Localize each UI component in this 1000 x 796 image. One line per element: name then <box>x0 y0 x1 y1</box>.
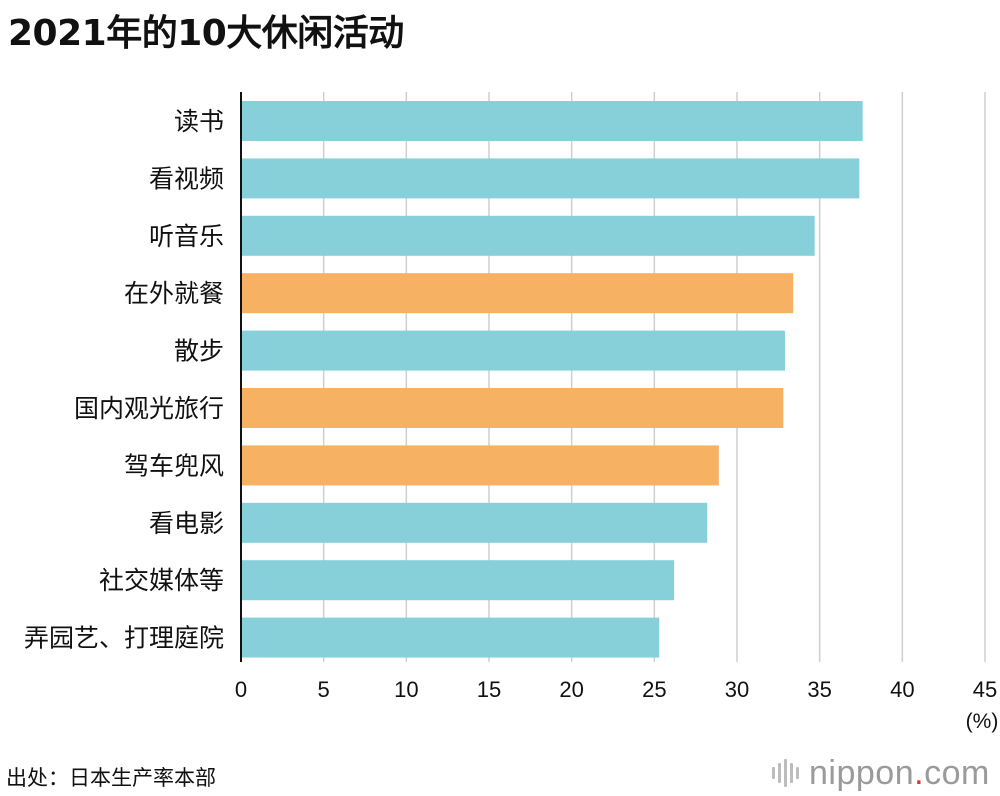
bar <box>242 502 708 543</box>
bar <box>242 273 794 314</box>
x-tick-label: 10 <box>394 677 418 702</box>
x-tick-label: 5 <box>318 677 330 702</box>
logo-name: nippon <box>809 753 915 792</box>
category-label: 看视频 <box>149 164 224 193</box>
category-label: 听音乐 <box>149 222 224 251</box>
bar <box>242 388 784 428</box>
category-label: 在外就餐 <box>124 279 224 308</box>
bar <box>242 158 860 199</box>
bars <box>242 101 863 658</box>
category-label: 国内观光旅行 <box>74 394 224 423</box>
x-tick-label: 25 <box>642 677 666 702</box>
bar <box>242 330 785 371</box>
x-tick-label: 20 <box>559 677 583 702</box>
bar <box>242 101 863 141</box>
x-tick-label: 30 <box>725 677 749 702</box>
chart-title: 2021年的10大休闲活动 <box>8 13 404 54</box>
x-tick-label: 0 <box>235 677 247 702</box>
source-note: 出处：日本生产率本部 <box>6 766 216 790</box>
x-unit-label: (%) <box>966 710 999 733</box>
x-tick-labels: 0 5 10 15 20 25 30 35 40 45 <box>235 677 997 702</box>
logo-bars-icon <box>772 759 799 787</box>
nippon-logo[interactable]: nippon.com <box>772 754 990 793</box>
category-label: 驾车兜风 <box>124 451 224 480</box>
logo-suffix: com <box>924 753 990 792</box>
x-tick-label: 35 <box>807 677 831 702</box>
x-tick-label: 40 <box>890 677 914 702</box>
category-label: 社交媒体等 <box>99 566 224 595</box>
bar <box>242 617 660 658</box>
category-label: 读书 <box>174 107 224 136</box>
logo-text: nippon.com <box>809 754 990 793</box>
x-tick-label: 15 <box>477 677 501 702</box>
logo-dot: . <box>914 753 925 792</box>
category-label: 弄园艺、打理庭院 <box>24 624 224 653</box>
category-label: 看电影 <box>149 509 224 538</box>
bar <box>242 560 675 601</box>
x-tick-label: 45 <box>973 677 997 702</box>
bar <box>242 445 719 486</box>
category-label: 散步 <box>174 337 224 366</box>
bar <box>242 215 815 256</box>
